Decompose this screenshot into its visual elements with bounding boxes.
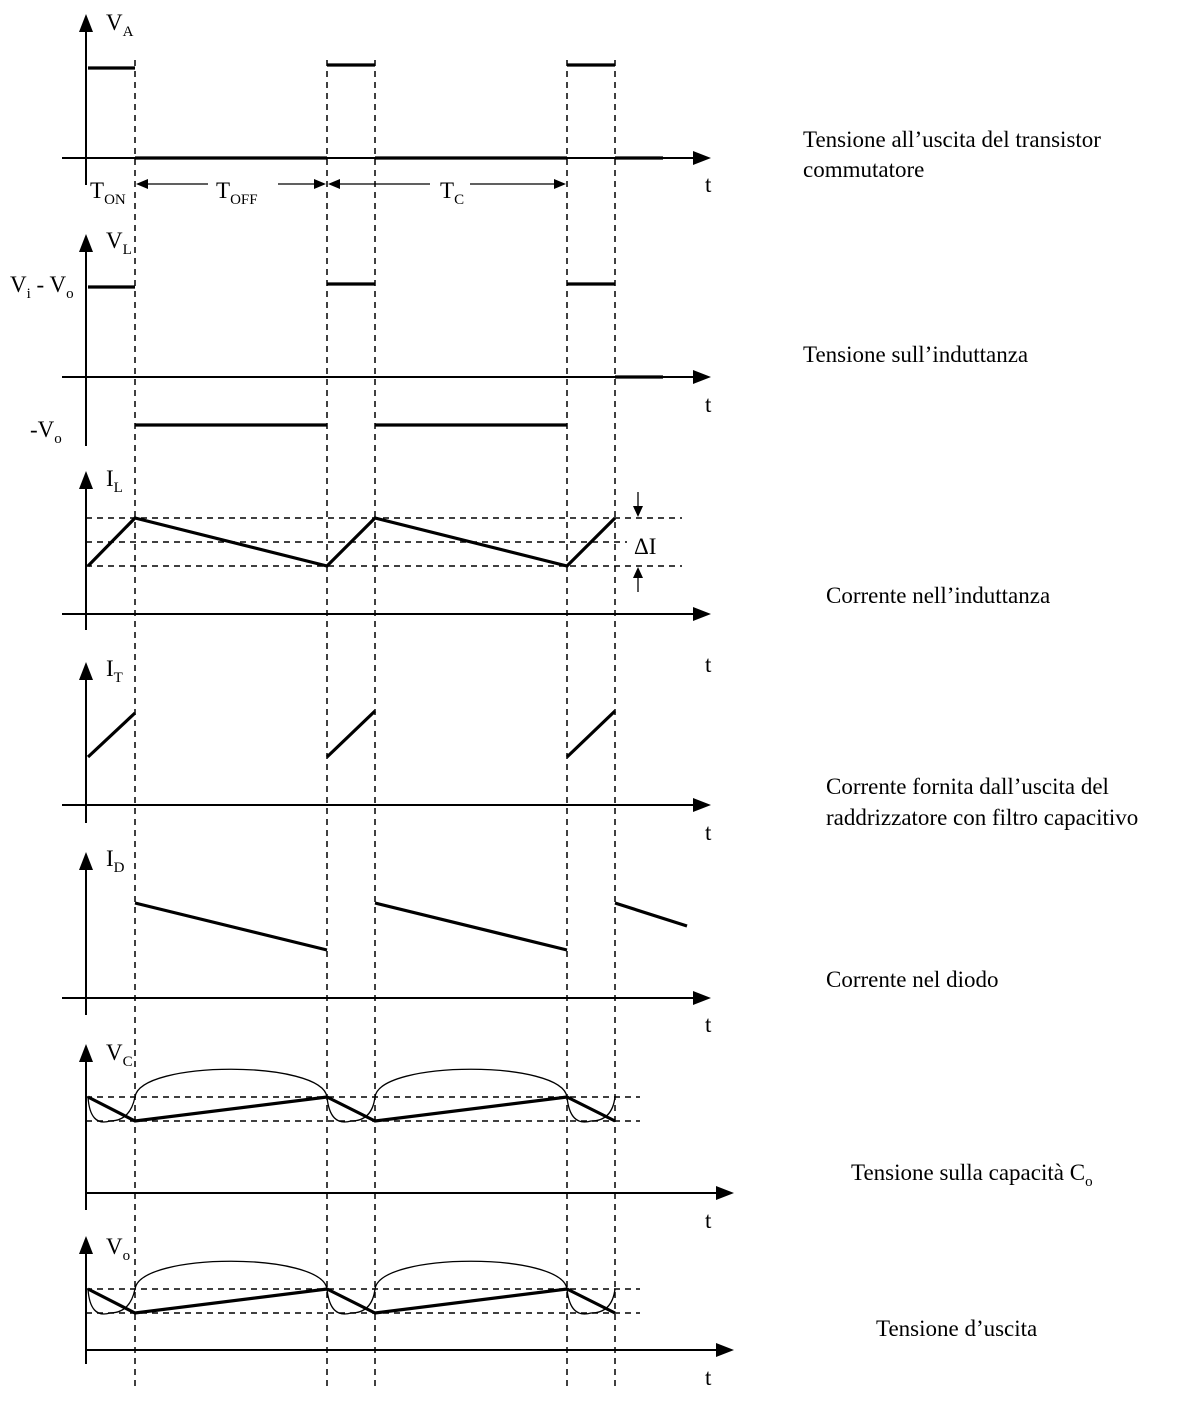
t-c-label: TC <box>440 178 464 208</box>
id-x-label: t <box>705 1012 712 1037</box>
it-description-line-1: Corrente fornita dall’uscita del <box>826 774 1109 799</box>
vo-ripple-envelope <box>87 1260 616 1315</box>
il-x-label: t <box>705 652 712 677</box>
vc-ripple-envelope <box>87 1068 616 1123</box>
t-off-label: TOFF <box>216 178 258 208</box>
vc-description: Tensione sulla capacità Co <box>851 1160 1093 1190</box>
vc-x-label: t <box>705 1208 712 1233</box>
vc-y-label: VC <box>106 1040 133 1070</box>
ripple-arrows <box>633 492 643 592</box>
id-waveform <box>134 901 688 952</box>
it-waveform <box>86 709 617 759</box>
vl-high-level-label: Vi - Vo <box>10 272 74 302</box>
il-description: Corrente nell’induttanza <box>826 583 1050 608</box>
va-x-label: t <box>705 172 712 197</box>
timing-guide-lines <box>134 60 616 1390</box>
il-waveform <box>86 516 617 568</box>
vl-y-label: VL <box>106 228 132 258</box>
il-ripple-label: ΔI <box>634 534 656 559</box>
va-y-label: VA <box>106 10 134 40</box>
vc-waveform <box>87 1095 616 1123</box>
panel-vl: VL t Vi - Vo -Vo Tensione sull’induttanz… <box>10 228 1028 447</box>
vl-low-level-label: -Vo <box>30 417 62 447</box>
it-x-label: t <box>705 820 712 845</box>
vo-waveform <box>87 1287 616 1315</box>
vo-y-label: Vo <box>106 1234 130 1264</box>
t-c-span-arrow <box>328 179 566 189</box>
vo-description: Tensione d’uscita <box>876 1316 1037 1341</box>
panel-il: IL t ΔI Corrente nell’induttanza <box>62 466 1050 677</box>
panel-it: IT t Corrente fornita dall’uscita del ra… <box>62 656 1138 845</box>
va-description-line-2: commutatore <box>803 157 924 182</box>
panel-vo: Vo t Tensione d’uscita <box>79 1234 1037 1390</box>
it-y-label: IT <box>106 656 123 686</box>
panel-id: ID t Corrente nel diodo <box>62 846 998 1037</box>
vl-description: Tensione sull’induttanza <box>803 342 1028 367</box>
il-y-label: IL <box>106 466 123 496</box>
t-off-span-arrow <box>136 179 326 189</box>
t-on-label: TON <box>90 178 126 208</box>
it-description-line-2: raddrizzatore con filtro capacitivo <box>826 805 1138 830</box>
id-y-label: ID <box>106 846 125 876</box>
va-description-line-1: Tensione all’uscita del transistor <box>803 127 1101 152</box>
vl-x-label: t <box>705 392 712 417</box>
vl-waveform <box>88 282 663 427</box>
panel-vc: VC t Tensione sulla capacità Co <box>79 1040 1093 1233</box>
id-description: Corrente nel diodo <box>826 967 998 992</box>
va-waveform <box>88 63 663 160</box>
panel-va: VA t TON TOFF TC Tensione all’uscita del… <box>62 10 1101 208</box>
vo-x-label: t <box>705 1365 712 1390</box>
